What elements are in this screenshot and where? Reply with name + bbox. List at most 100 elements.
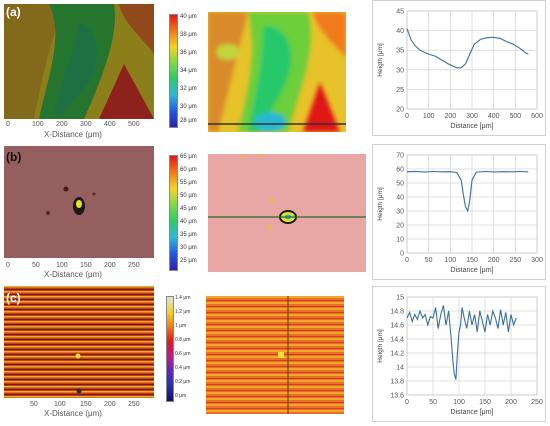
colorbar-tick: 35 μm [180,232,197,238]
x-tick-label: 400 [488,113,500,120]
y-tick-label: 25 [396,87,404,94]
x-tick-label: 200 [488,257,500,264]
map-x-tick: 0 [6,121,10,128]
map-x-tick: 100 [32,121,44,128]
map-x-tick: 200 [56,121,68,128]
profile-series-line [406,305,517,380]
map-x-tick: 300 [80,121,92,128]
colorbar-tick: 30 μm [180,245,197,251]
x-tick-label: 250 [509,257,521,264]
map-x-tick: 50 [32,262,40,269]
profile-chart-c: 13.6 13.8 14 14.2 14.4 14.6 14.8 15 0 50 100 150 200… [372,286,546,422]
plot-area [406,296,538,396]
row-a: (a) 0 100 200 300 400 500 X-Distance (μm… [0,0,550,140]
colorbar-tick: 55 μm [180,180,197,186]
profile-chart-a: 20 25 30 35 40 45 0 100 200 300 400 500 600 Distance … [372,0,546,136]
y-tick-label: 70 [396,153,404,160]
map-x-tick: 500 [128,121,140,128]
colorbar-tick: 0 μm [175,393,187,399]
map-x-tick: 150 [80,401,92,408]
y-tick-label: 40 [396,195,404,202]
y-tick-label: 13.6 [390,393,404,400]
colorbar-tick: 30 μm [180,104,197,110]
y-tick-label: 35 [396,48,404,55]
colorbar-tick: 1.2 μm [175,309,191,315]
x-tick-label: 600 [531,113,543,120]
map-x-tick: 200 [104,401,116,408]
profile-series-line [406,170,529,213]
colorbar-tick: 0.8 μm [175,337,191,343]
x-tick-label: 300 [531,257,543,264]
x-axis-label: Distance [μm] [451,267,494,274]
y-tick-label: 50 [396,181,404,188]
colorbar-tick: 34 μm [180,68,197,74]
colorbar-tick: 36 μm [180,50,197,56]
colorbar-tick: 45 μm [180,206,197,212]
y-tick-label: 20 [396,223,404,230]
x-tick-label: 0 [405,257,409,264]
row-c: (c) 50 100 150 200 250 X-Distance (μm) 1… [0,280,550,426]
colorbar-b [169,155,178,271]
plot-area [406,10,538,110]
y-tick-label: 20 [396,107,404,114]
height-map-3d-b [4,146,154,258]
profile-chart-b: 0 10 20 30 40 50 60 70 0 50 100 150 200 250 300 Distanc… [372,144,546,280]
map-x-tick: 250 [128,401,140,408]
map-x-label-a: X-Distance (μm) [44,130,102,139]
plot-area [406,154,538,254]
y-tick-label: 45 [396,9,404,16]
colorbar-tick: 0.4 μm [175,365,191,371]
colorbar-tick: 28 μm [180,118,197,124]
x-tick-label: 0 [405,113,409,120]
profile-chart-svg-a: 20 25 30 35 40 45 0 100 200 300 400 500 600 Distance … [377,9,543,131]
colorbar-ticks-c: 1.4 μm 1.2 μm 1 μm 0.8 μm 0.6 μm 0.4 μm … [175,295,205,399]
row-b: (b) 0 50 100 150 200 250 X-Distance (μm)… [0,140,550,280]
colorbar-ticks-b: 65 μm 60 μm 55 μm 50 μm 45 μm 40 μm 35 μ… [180,154,210,268]
colorbar-tick: 50 μm [180,193,197,199]
y-tick-label: 14.2 [390,351,404,358]
map-x-tick: 250 [128,262,140,269]
colorbar-tick: 40 μm [180,14,197,20]
y-tick-label: 40 [396,28,404,35]
colorbar-tick: 40 μm [180,219,197,225]
panel-label-b: (b) [6,150,22,164]
x-axis-label: Distance [μm] [451,409,494,416]
height-map-2d-a [208,12,346,132]
colorbar-c [166,296,174,402]
y-tick-label: 14 [396,365,404,372]
x-tick-label: 0 [405,399,409,406]
x-tick-label: 200 [444,113,456,120]
profile-chart-svg-b: 0 10 20 30 40 50 60 70 0 50 100 150 200 250 300 Distanc… [377,153,543,275]
colorbar-tick: 1 μm [175,323,187,329]
x-tick-label: 150 [479,399,491,406]
y-tick-label: 60 [396,167,404,174]
profile-series-line [406,28,529,69]
map-x-tick: 0 [6,262,10,269]
map-x-tick: 100 [54,401,66,408]
y-tick-label: 30 [396,209,404,216]
y-tick-label: 30 [396,67,404,74]
map-x-tick: 50 [30,401,38,408]
colorbar-tick: 65 μm [180,154,197,160]
y-axis-label: Heigth [μm] [377,329,384,363]
map-x-tick: 100 [56,262,68,269]
x-tick-label: 200 [505,399,517,406]
y-tick-label: 10 [396,237,404,244]
y-axis-label: Heigth [μm] [377,43,384,77]
map-x-tick: 150 [80,262,92,269]
y-tick-label: 0 [400,251,404,258]
y-tick-label: 14.8 [390,309,404,316]
map-x-tick: 400 [104,121,116,128]
colorbar-tick: 1.4 μm [175,295,191,301]
map-x-label-b: X-Distance (μm) [44,270,102,279]
x-tick-label: 250 [531,399,543,406]
x-tick-label: 300 [466,113,478,120]
y-tick-label: 13.8 [390,379,404,386]
x-tick-label: 50 [429,399,437,406]
colorbar-tick: 0.2 μm [175,379,191,385]
colorbar-tick: 0.6 μm [175,351,191,357]
map-x-label-c: X-Distance (μm) [44,409,102,418]
x-tick-label: 500 [509,113,521,120]
